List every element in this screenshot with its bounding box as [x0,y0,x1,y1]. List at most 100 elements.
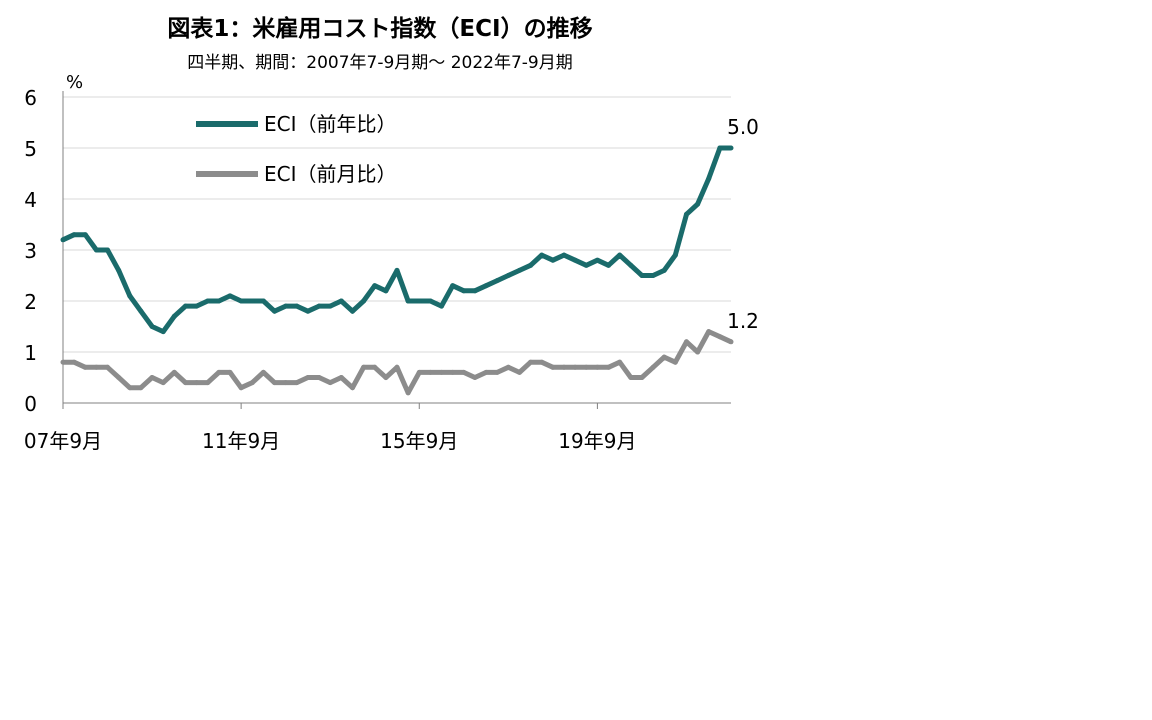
data-point-0 [516,267,522,273]
data-point-1 [683,339,689,345]
data-point-0 [394,267,400,273]
data-point-0 [461,288,467,294]
data-point-0 [93,247,99,253]
y-tick-label: 5 [24,137,37,161]
data-point-0 [594,257,600,263]
data-point-1 [171,369,177,375]
data-point-1 [294,380,300,386]
data-point-1 [539,359,545,365]
data-point-0 [116,267,122,273]
data-point-1 [450,369,456,375]
data-point-1 [316,375,322,380]
chart-title: 図表1：米雇用コスト指数（ECI）の推移 [167,15,592,42]
data-point-0 [405,298,411,304]
data-point-0 [361,298,367,304]
x-tick-label: 15年9月 [380,429,458,453]
data-point-0 [427,298,433,304]
data-point-0 [717,145,723,151]
data-point-0 [294,303,300,309]
data-point-1 [672,359,678,365]
data-point-0 [82,232,88,238]
data-point-1 [138,385,144,391]
y-tick-label: 0 [24,392,37,416]
series-line-0 [61,145,731,335]
data-point-1 [439,369,445,375]
y-tick-label: 2 [24,290,37,314]
data-point-1 [550,364,556,370]
data-point-0 [305,308,311,314]
data-point-0 [338,298,344,304]
data-point-1 [283,380,289,386]
data-point-0 [683,211,689,217]
data-point-0 [105,247,111,253]
data-point-1 [149,375,155,380]
data-point-1 [394,364,400,370]
data-point-1 [405,390,411,396]
data-point-0 [249,298,255,304]
data-point-0 [60,237,66,243]
x-tick-label: 07年9月 [24,429,102,453]
data-point-0 [650,273,656,278]
data-point-1 [516,369,522,375]
y-tick-label: 6 [24,86,37,110]
data-point-0 [439,303,445,309]
data-point-0 [528,262,534,268]
data-point-1 [472,375,478,380]
data-point-1 [182,380,188,386]
data-point-1 [572,364,578,370]
data-point-0 [639,273,645,278]
data-point-0 [472,288,478,294]
data-point-1 [416,369,422,375]
data-point-1 [71,359,77,365]
y-axis-unit: % [66,72,83,93]
data-point-1 [260,369,266,375]
data-point-0 [383,288,389,294]
data-point-1 [606,364,612,370]
x-tick-label: 11年9月 [202,429,280,453]
data-point-1 [349,385,355,391]
data-point-1 [105,364,111,370]
data-point-1 [338,375,344,380]
data-point-0 [205,298,211,304]
data-point-0 [127,293,133,299]
data-point-1 [372,364,378,370]
data-point-0 [628,262,634,268]
data-point-1 [717,334,723,340]
data-point-1 [361,364,367,370]
legend-label-eci-mom: ECI（前月比） [264,162,397,186]
legend: ECI（前年比） ECI（前月比） [196,112,397,186]
data-point-0 [349,308,355,314]
data-point-1 [272,380,278,386]
data-point-0 [728,145,734,151]
data-point-0 [327,303,333,309]
data-point-1 [528,359,534,365]
data-point-0 [160,329,166,335]
data-point-1 [238,385,244,391]
data-point-0 [71,232,77,238]
data-point-1 [305,375,311,380]
data-point-1 [650,364,656,370]
data-point-1 [194,380,200,386]
data-point-1 [706,329,712,335]
data-point-1 [661,354,667,360]
end-value-label-1: 1.2 [727,309,759,333]
data-point-0 [227,293,233,299]
data-point-1 [82,364,88,370]
data-point-1 [617,359,623,365]
data-point-0 [505,273,511,278]
data-point-1 [249,380,255,386]
data-point-1 [327,380,333,386]
data-point-0 [661,267,667,273]
data-point-0 [483,283,489,289]
data-point-1 [383,375,389,380]
data-point-0 [283,303,289,309]
data-point-1 [728,339,734,345]
data-point-0 [316,303,322,309]
series-lines [60,145,734,396]
x-tick-label: 19年9月 [558,429,636,453]
data-point-0 [216,298,222,304]
legend-label-eci-yoy: ECI（前年比） [264,112,397,136]
data-point-1 [116,375,122,380]
data-point-0 [372,283,378,289]
